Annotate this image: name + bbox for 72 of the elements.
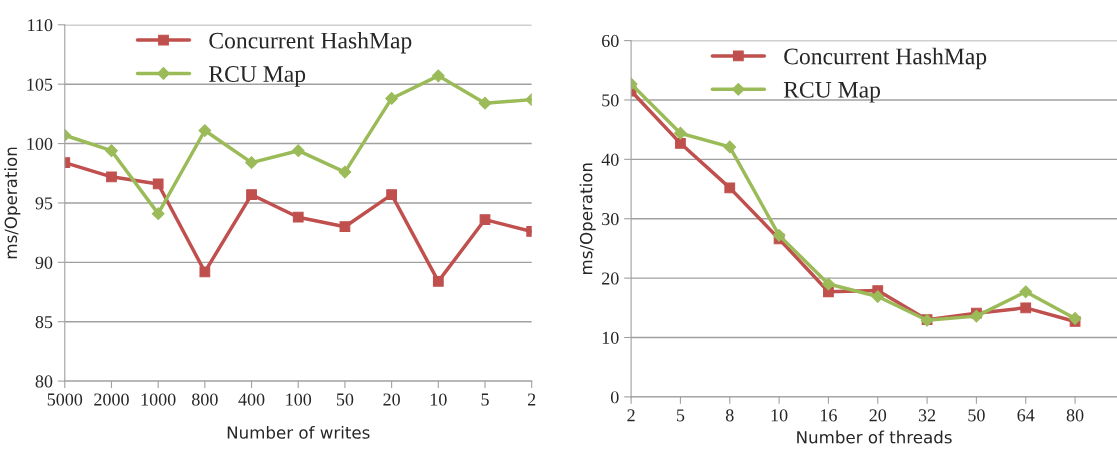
point: [871, 290, 885, 303]
y-axis-title: ms/Operation: [579, 163, 596, 274]
y-tick-label: 50: [602, 94, 619, 107]
y-tick-label: 80: [35, 375, 53, 388]
point: [723, 140, 737, 154]
x-axis-title: Number of threads: [797, 430, 952, 444]
y-tick-label: 20: [602, 272, 619, 285]
point: [386, 189, 397, 201]
y-tick-label: 10: [602, 331, 619, 344]
point: [245, 156, 258, 169]
point: [479, 214, 491, 225]
x-tick-label: 80: [1066, 409, 1084, 422]
point: [199, 266, 211, 278]
point: [339, 221, 351, 233]
y-tick-label: 95: [35, 197, 53, 210]
point: [105, 144, 118, 158]
x-tick-label: 64: [1017, 409, 1035, 422]
x-tick-label: 20: [383, 393, 400, 406]
legend-label: RCU Map: [209, 66, 306, 87]
point: [385, 92, 399, 105]
point: [1019, 285, 1033, 299]
point: [106, 171, 117, 183]
y-tick-label: 40: [601, 153, 619, 166]
x-tick-label: 32: [918, 409, 936, 422]
x-tick-label: 8: [725, 409, 734, 422]
x-axis-title: Number of writes: [227, 425, 370, 439]
x-tick-label: 10: [771, 409, 788, 422]
x-tick-label: 2000: [94, 393, 129, 406]
x-tick-label: 2: [627, 409, 635, 422]
point: [291, 144, 305, 158]
x-tick-label: 20: [869, 409, 887, 422]
y-tick-label: 85: [35, 315, 53, 329]
legend-label: Concurrent HashMap: [209, 31, 412, 54]
point: [674, 126, 687, 140]
y-tick-label: 105: [27, 78, 53, 91]
x-tick-label: 50: [968, 409, 985, 422]
y-tick-label: 0: [610, 391, 619, 404]
point: [292, 211, 304, 223]
x-tick-label: 50: [336, 393, 354, 406]
point: [152, 178, 164, 190]
point: [675, 137, 686, 149]
point: [431, 69, 445, 83]
point: [338, 165, 352, 179]
point: [151, 207, 165, 221]
x-tick-label: 2: [527, 393, 536, 406]
point: [198, 124, 212, 137]
point: [432, 275, 444, 287]
x-tick-label: 16: [820, 409, 837, 422]
x-tick-label: 5000: [47, 393, 83, 406]
x-tick-label: 5: [676, 409, 685, 422]
y-tick-label: 90: [35, 256, 53, 269]
x-tick-label: 1000: [141, 393, 176, 406]
point: [1068, 312, 1082, 325]
point: [724, 182, 736, 194]
point: [822, 277, 835, 291]
y-tick-label: 110: [28, 19, 53, 32]
point: [1020, 302, 1032, 314]
point: [478, 96, 492, 110]
y-tick-label: 100: [27, 137, 53, 151]
point: [772, 228, 786, 242]
point: [970, 309, 983, 323]
x-tick-label: 5: [481, 393, 489, 406]
point: [246, 189, 257, 201]
y-axis-title: ms/Operation: [4, 147, 21, 259]
x-tick-label: 800: [192, 393, 218, 406]
legend-label: Concurrent HashMap: [784, 47, 987, 70]
x-tick-label: 400: [238, 393, 265, 406]
y-tick-label: 60: [602, 34, 619, 48]
y-tick-label: 30: [602, 212, 619, 226]
x-tick-label: 100: [286, 393, 312, 406]
legend-label: RCU Map: [783, 81, 881, 103]
x-tick-label: 10: [430, 393, 447, 406]
